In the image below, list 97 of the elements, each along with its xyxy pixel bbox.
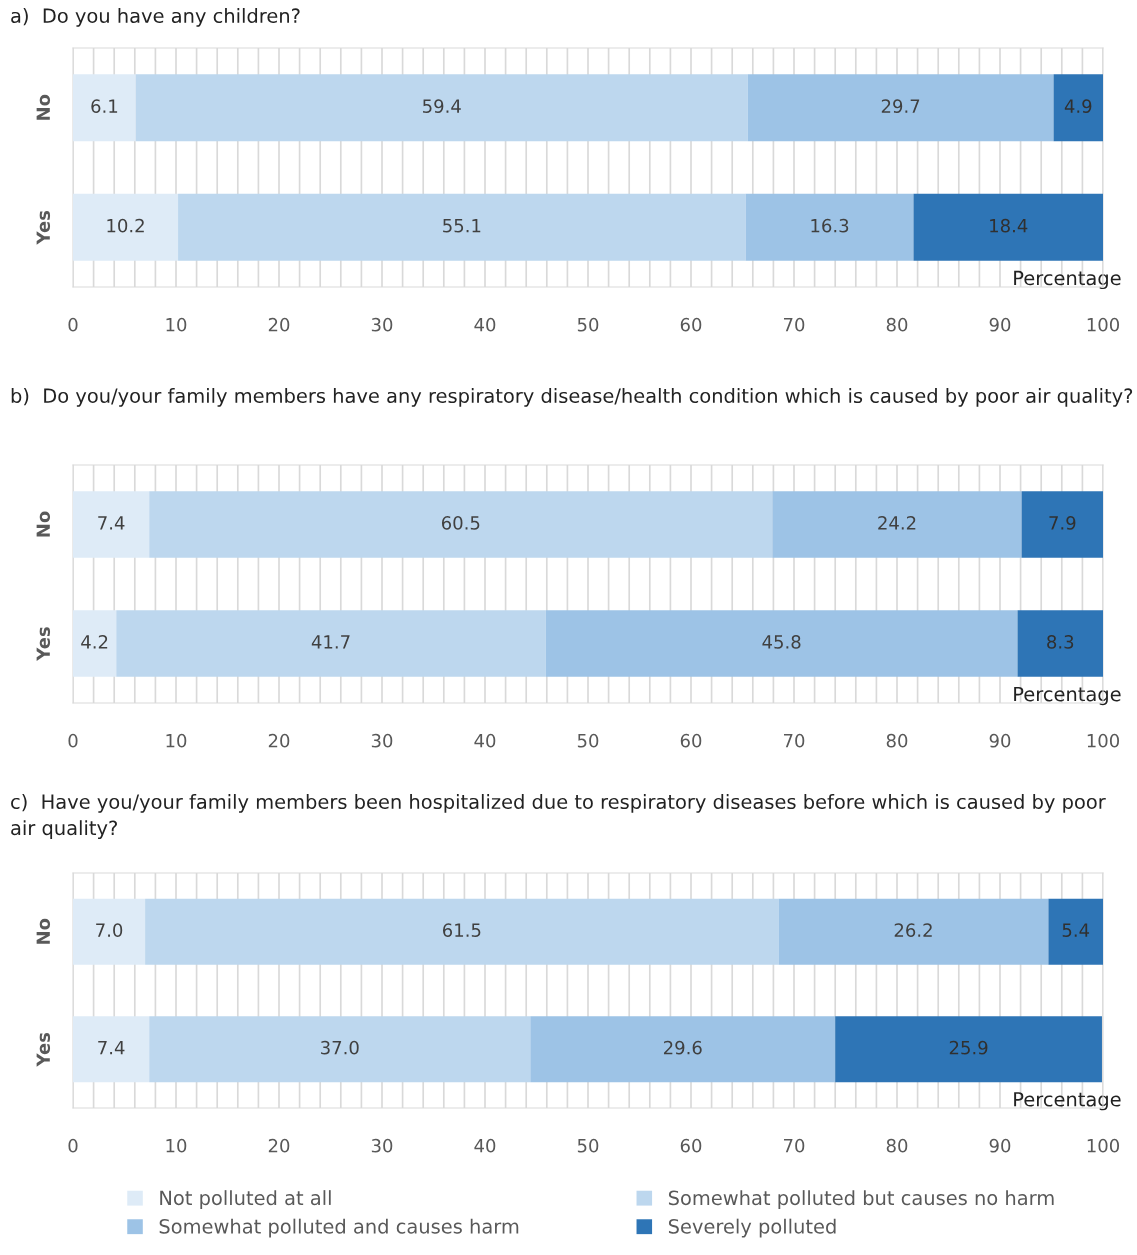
data-label: 16.3 <box>811 218 849 233</box>
x-tick-label: 0 <box>68 733 78 748</box>
data-label: 24.2 <box>878 516 916 530</box>
x-tick-label: 30 <box>371 317 393 332</box>
x-tick-label: 10 <box>166 317 187 332</box>
x-tick-label: 50 <box>577 317 599 332</box>
bar <box>913 193 1103 261</box>
bar <box>116 610 546 677</box>
x-axis-title: Percentage <box>1014 686 1121 706</box>
data-label: 25.9 <box>949 1040 988 1055</box>
data-label: 55.1 <box>443 219 481 233</box>
y-tick-label: Yes <box>36 1032 51 1067</box>
x-tick-label: 50 <box>577 733 599 748</box>
data-label: 6.1 <box>91 99 118 113</box>
bar <box>149 491 773 558</box>
data-label: 7.4 <box>98 516 125 530</box>
bar <box>778 898 1049 965</box>
x-tick-label: 70 <box>783 1138 805 1153</box>
data-label: 8.3 <box>1047 635 1074 649</box>
data-label: 61.5 <box>442 923 481 937</box>
x-tick-label: 90 <box>989 1138 1011 1153</box>
data-label: 10.2 <box>107 218 144 233</box>
x-axis-title: Percentage <box>1014 270 1121 290</box>
bar <box>73 491 150 558</box>
data-label: 45.8 <box>762 635 801 649</box>
bar <box>73 898 146 965</box>
x-tick-label: 100 <box>1087 733 1120 748</box>
data-label: 29.6 <box>663 1040 702 1055</box>
bar <box>145 898 779 965</box>
bar <box>745 193 914 261</box>
x-tick-label: 60 <box>680 1138 702 1153</box>
x-tick-label: 40 <box>474 1138 496 1153</box>
bar <box>1021 491 1103 558</box>
chart-title: c) Have you/your family members been hospitalized due to respiratory diseases before which is caused by poor air quality? <box>11 794 1106 840</box>
x-tick-label: 90 <box>989 317 1011 332</box>
data-label: 37.0 <box>321 1040 359 1055</box>
bar <box>747 74 1054 142</box>
y-tick-label: No <box>36 94 51 120</box>
data-label: 59.4 <box>423 99 461 113</box>
data-label: 4.9 <box>1064 99 1092 113</box>
legend-label: Somewhat polluted and causes harm <box>159 1218 519 1238</box>
data-label: 7.9 <box>1049 516 1076 530</box>
x-tick-label: 70 <box>783 317 805 332</box>
bar <box>73 74 136 142</box>
data-label: 4.2 <box>81 635 108 649</box>
x-tick-label: 0 <box>68 1138 78 1153</box>
y-tick-label: Yes <box>36 210 51 245</box>
legend-label: Severely polluted <box>668 1218 836 1238</box>
x-tick-label: 80 <box>886 733 908 748</box>
x-tick-label: 20 <box>268 1138 290 1153</box>
bar <box>545 610 1018 677</box>
x-tick-label: 20 <box>268 317 290 332</box>
x-tick-label: 30 <box>371 733 393 748</box>
bar <box>149 1016 531 1083</box>
bar <box>73 610 117 677</box>
chart-title: b) Do you/your family members have any respiratory disease/health condition which is caused by poor air quality? <box>11 388 1133 407</box>
x-tick-label: 10 <box>166 1138 187 1153</box>
y-tick-label: No <box>36 918 51 944</box>
x-tick-label: 40 <box>474 733 496 748</box>
x-tick-label: 60 <box>680 317 702 332</box>
y-tick-label: Yes <box>36 627 51 661</box>
data-label: 60.5 <box>441 516 480 530</box>
data-label: 7.4 <box>98 1041 125 1055</box>
x-tick-label: 100 <box>1087 317 1120 332</box>
x-tick-label: 80 <box>886 317 908 332</box>
bar <box>835 1016 1102 1083</box>
x-tick-label: 90 <box>989 733 1011 748</box>
data-label: 7.0 <box>96 923 123 937</box>
x-tick-label: 0 <box>68 317 78 332</box>
x-axis-title: Percentage <box>1014 1092 1121 1111</box>
bar <box>1048 898 1103 965</box>
bar <box>530 1016 836 1083</box>
data-label: 5.4 <box>1062 923 1090 937</box>
x-tick-label: 70 <box>783 733 805 748</box>
data-label: 18.4 <box>990 218 1028 233</box>
x-tick-label: 50 <box>577 1138 599 1153</box>
x-tick-label: 40 <box>474 317 496 332</box>
y-tick-label: No <box>36 511 51 537</box>
x-tick-label: 10 <box>166 733 187 748</box>
bar <box>73 1016 150 1083</box>
bar <box>73 193 179 261</box>
bar <box>772 491 1022 558</box>
legend-label: Somewhat polluted but causes no harm <box>668 1190 1054 1209</box>
bar <box>135 74 748 142</box>
bar <box>1053 74 1103 142</box>
data-label: 26.2 <box>894 923 932 937</box>
bar <box>178 193 746 261</box>
data-label: 41.7 <box>311 635 350 649</box>
data-label: 29.7 <box>881 99 920 113</box>
bar <box>1017 610 1103 677</box>
x-tick-label: 60 <box>680 733 702 748</box>
x-tick-label: 20 <box>268 733 290 748</box>
chart-title: a) Do you have any children? <box>11 8 300 27</box>
legend-label: Not polluted at all <box>160 1190 331 1209</box>
x-tick-label: 30 <box>371 1138 393 1153</box>
x-tick-label: 100 <box>1087 1138 1120 1153</box>
x-tick-label: 80 <box>886 1138 908 1153</box>
